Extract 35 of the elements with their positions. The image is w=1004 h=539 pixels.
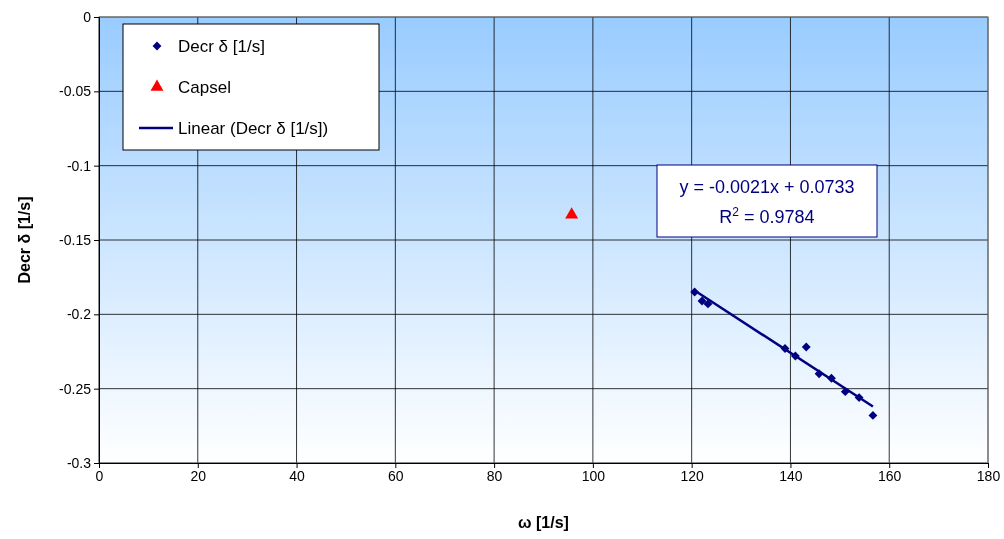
legend-label: Capsel — [178, 78, 231, 97]
y-tick-label: -0.2 — [66, 306, 92, 323]
x-tick-label: 160 — [878, 467, 902, 484]
y-tick-label: -0.1 — [66, 157, 92, 174]
x-tick-label: 60 — [388, 467, 404, 484]
point — [697, 296, 707, 306]
annotation: y = -0.0021x + 0.0733 — [679, 177, 855, 197]
y-tick-label: -0.25 — [59, 380, 92, 397]
y-axis-title: Decr δ [1/s] — [16, 196, 33, 284]
point — [840, 387, 850, 397]
point — [690, 287, 700, 297]
x-tick-label: 40 — [289, 467, 306, 484]
point — [790, 351, 800, 361]
x-tick-label: 120 — [680, 467, 705, 484]
point — [868, 411, 878, 420]
point — [565, 207, 579, 219]
x-tick-label: 20 — [190, 467, 207, 484]
point — [703, 299, 713, 309]
x-tick-label: 100 — [581, 467, 606, 484]
x-axis-title: ω [1/s] — [518, 514, 569, 531]
y-tick-label: -0.3 — [66, 454, 92, 471]
y-tick-label: 0 — [83, 8, 92, 25]
point — [854, 393, 864, 403]
legend-label: Linear (Decr δ [1/s]) — [178, 119, 329, 138]
x-tick-label: 180 — [976, 467, 1001, 484]
point — [827, 373, 836, 383]
legend-label: Decr δ [1/s] — [178, 37, 265, 56]
point — [814, 369, 824, 379]
point — [801, 342, 811, 352]
annotation: R$^{2}$ = 0.9784 — [719, 205, 815, 227]
y-tick-label: -0.05 — [59, 83, 92, 100]
x-tick-label: 0 — [95, 467, 104, 484]
x-tick-label: 80 — [486, 467, 503, 484]
y-tick-label: -0.15 — [59, 231, 92, 248]
x-tick-label: 140 — [779, 467, 803, 484]
